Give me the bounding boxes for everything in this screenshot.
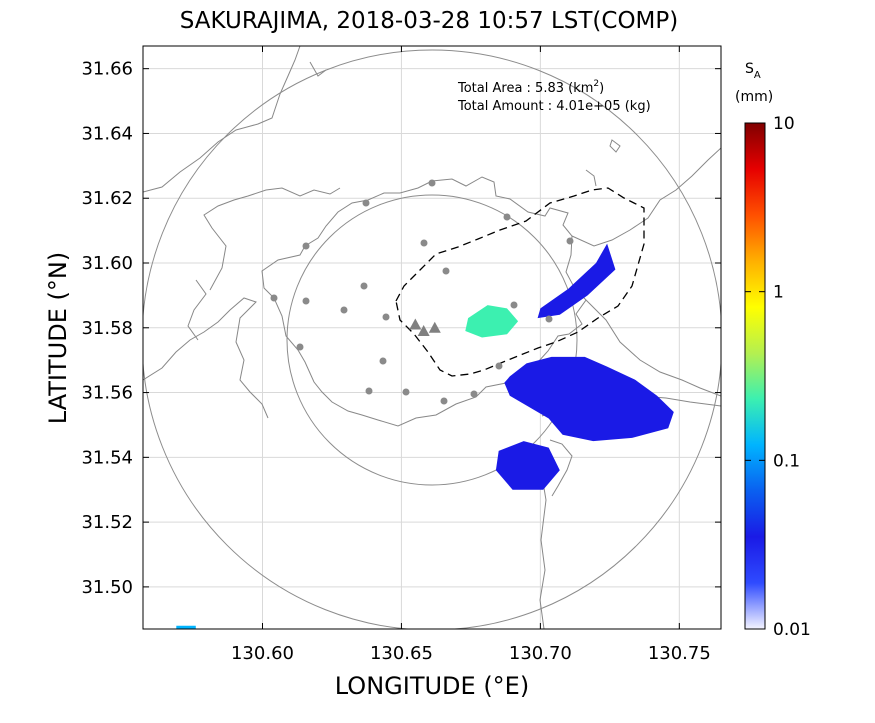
station-dot — [382, 313, 390, 321]
deposit-layer — [176, 243, 674, 629]
range-circle-outer — [143, 49, 721, 629]
plot-frame — [142, 45, 722, 630]
colorbar-tick-label: 0.01 — [773, 620, 811, 640]
annotation-box: Total Area : 5.83 (km2) Total Amount : 4… — [457, 79, 651, 114]
station-dot — [495, 362, 503, 370]
sakurajima-coastline — [261, 176, 587, 427]
y-tick-label: 31.62 — [81, 188, 133, 209]
mainland-coastline-north — [143, 46, 301, 193]
y-tick-label: 31.66 — [81, 59, 133, 80]
vent-triangle-marker — [417, 325, 430, 337]
total-area-close: ) — [599, 81, 604, 96]
deposit-region-corner — [176, 625, 196, 629]
plot-area — [143, 46, 721, 629]
station-dot — [503, 213, 511, 221]
station-dot — [270, 294, 278, 302]
colorbar-symbol: S — [745, 61, 754, 77]
colorbar-tick-label: 1 — [773, 283, 784, 303]
station-dot — [379, 357, 387, 365]
vent-markers — [409, 318, 441, 337]
total-area-text: Total Area : 5.83 (km2) — [457, 79, 604, 96]
total-amount-text: Total Amount : 4.01e+05 (kg) — [457, 99, 651, 114]
station-dot — [510, 301, 518, 309]
station-dot — [420, 239, 428, 247]
station-dots — [270, 179, 574, 405]
deposit-region-near-vent — [465, 305, 519, 338]
y-tick-label: 31.60 — [81, 253, 133, 274]
station-dot — [340, 306, 348, 314]
station-dot — [428, 179, 436, 187]
x-tick-label: 130.70 — [509, 643, 572, 664]
station-dot — [442, 267, 450, 275]
north-island — [609, 139, 621, 153]
y-tick-label: 31.64 — [81, 123, 133, 144]
y-ticks: 31.50 31.52 31.54 31.56 31.58 31.60 31.62 31.64… — [81, 59, 721, 598]
deposit-region-northeast — [537, 243, 616, 319]
detection-area-dashed-outline — [395, 187, 645, 377]
x-tick-label: 130.75 — [648, 643, 711, 664]
range-circle-inner — [286, 194, 578, 486]
coastline-layer — [143, 46, 721, 629]
x-tick-label: 130.60 — [231, 643, 294, 664]
station-dot — [302, 242, 310, 250]
station-dot — [440, 397, 448, 405]
colorbar-unit: (mm) — [735, 89, 773, 105]
y-axis-label: LATITUDE (°N) — [44, 252, 72, 424]
west-lake-outline — [187, 279, 207, 341]
north-coast-detail — [309, 61, 597, 187]
station-dot — [545, 315, 553, 323]
x-ticks: 130.60 130.65 130.70 130.75 — [231, 46, 711, 664]
osumi-coastline-east — [571, 147, 721, 247]
station-dot — [566, 237, 574, 245]
x-axis-label: LONGITUDE (°E) — [335, 672, 529, 700]
station-dot — [470, 390, 478, 398]
mainland-coastline-west — [143, 297, 269, 419]
y-tick-label: 31.50 — [81, 577, 133, 598]
colorbar-bar — [744, 122, 766, 630]
osumi-coastline-southeast — [585, 299, 721, 397]
station-dot — [365, 387, 373, 395]
deposit-region-south — [495, 441, 560, 490]
station-dot — [360, 282, 368, 290]
deposit-region-main — [504, 356, 674, 442]
colorbar-subscript: A — [754, 70, 761, 81]
total-area-superscript: 2 — [593, 79, 599, 89]
vent-triangle-marker — [428, 321, 441, 333]
station-dot — [302, 297, 310, 305]
station-dot — [296, 343, 304, 351]
y-tick-label: 31.58 — [81, 318, 133, 339]
y-tick-label: 31.54 — [81, 447, 133, 468]
y-tick-label: 31.52 — [81, 512, 133, 533]
station-dot — [362, 199, 370, 207]
vent-triangle-marker — [409, 318, 422, 330]
range-circles — [143, 49, 721, 629]
colorbar: SA (mm) 10 1 0.1 0.01 — [735, 61, 811, 640]
station-dot — [402, 388, 410, 396]
y-tick-label: 31.56 — [81, 383, 133, 404]
peninsula-coastline — [549, 439, 573, 497]
x-tick-label: 130.65 — [370, 643, 433, 664]
mainland-coastline-northwest — [203, 187, 341, 291]
chart-title: SAKURAJIMA, 2018-03-28 10:57 LST(COMP) — [180, 8, 678, 34]
total-area-label: Total Area : 5.83 (km — [457, 81, 593, 96]
colorbar-ticks: 10 1 0.1 0.01 — [745, 114, 811, 640]
colorbar-title-symbol: SA — [745, 61, 761, 81]
colorbar-tick-label: 10 — [773, 114, 795, 134]
colorbar-tick-label: 0.1 — [773, 451, 800, 471]
